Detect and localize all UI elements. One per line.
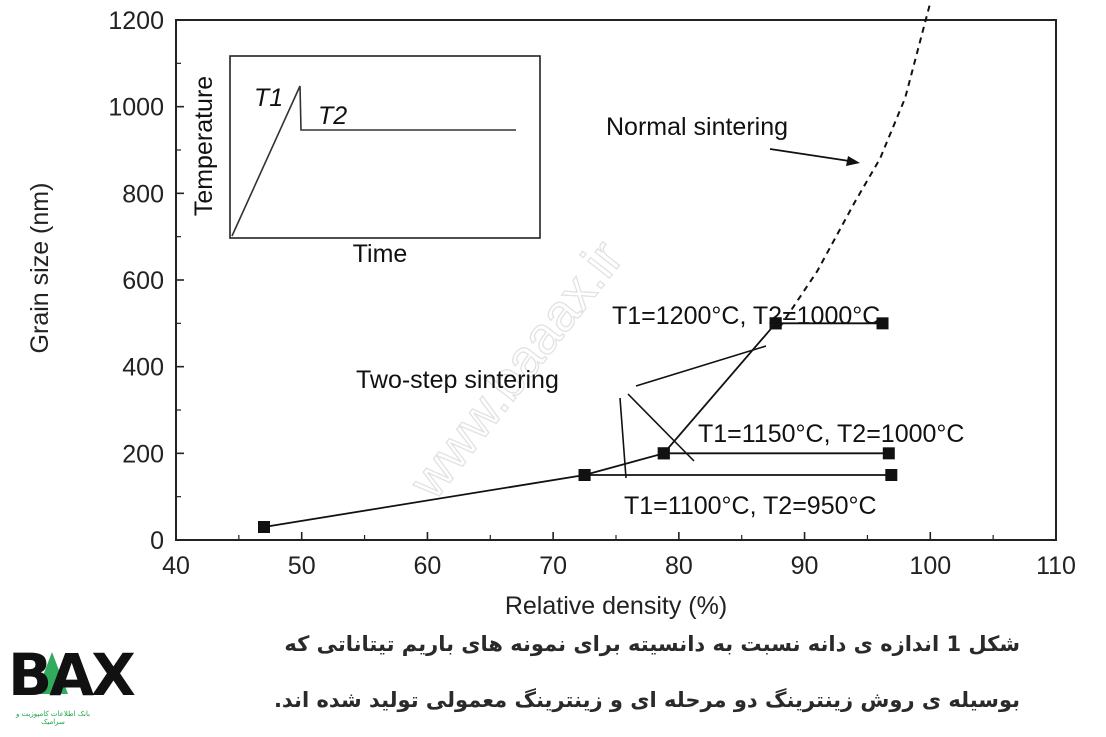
x-tick-label: 60 [414, 552, 442, 580]
data-point-marker [769, 317, 782, 330]
inset-temperature-profile: Time Temperature T1 T2 [190, 55, 541, 268]
y-tick-label: 600 [122, 267, 164, 295]
annotation-t1-1200: T1=1200°C, T2=1000°C [612, 302, 880, 330]
x-tick-label: 80 [665, 552, 693, 580]
normal-sintering-curve [778, 2, 932, 329]
annotation-two-step: Two-step sintering [356, 366, 559, 394]
y-tick-label: 400 [122, 354, 164, 382]
x-tick-label: 40 [162, 552, 190, 580]
x-tick-label: 50 [288, 552, 316, 580]
bax-logo: BAX بانک اطلاعات کامپوزیت و سرامیک [4, 644, 136, 728]
x-tick-label: 70 [539, 552, 567, 580]
logo-triangle-icon [36, 652, 68, 694]
x-tick-label: 90 [791, 552, 819, 580]
y-tick-label: 1000 [108, 94, 164, 122]
inset-t2-label: T2 [318, 102, 347, 130]
annotation-t1-1150: T1=1150°C, T2=1000°C [698, 420, 964, 448]
data-point-marker [258, 521, 270, 533]
data-point-marker [876, 317, 889, 330]
annotation-t1-1100: T1=1100°C, T2=950°C [624, 492, 877, 520]
caption-line-2: بوسیله ی روش زینترینگ دو مرحله ای و زینت… [273, 688, 1020, 712]
inset-x-label: Time [353, 240, 408, 268]
logo-text: BAX [8, 641, 136, 709]
y-tick-label: 1200 [108, 7, 164, 35]
x-tick-label: 110 [1036, 552, 1076, 580]
annotation-normal-sintering: Normal sintering [606, 113, 788, 141]
y-tick-label: 200 [122, 440, 164, 468]
y-tick-label: 0 [150, 527, 164, 555]
y-axis-ticks: 0 200 400 600 800 1000 1200 [108, 7, 184, 555]
data-point-marker [578, 469, 591, 481]
inset-y-label: Temperature [190, 76, 218, 216]
two-step-pointer-lines [619, 345, 767, 479]
inset-profile-line [231, 85, 516, 237]
y-tick-label: 800 [122, 180, 164, 208]
x-axis-label: Relative density (%) [505, 592, 727, 620]
x-tick-label: 100 [909, 552, 951, 580]
data-point-marker [885, 469, 898, 481]
data-point-marker [882, 447, 895, 460]
caption-line-1: شکل 1 اندازه ی دانه نسبت به دانسیته برای… [284, 632, 1020, 656]
arrowhead-normal-sintering [846, 156, 860, 166]
data-point-marker [657, 447, 670, 460]
arrow-normal-sintering [769, 148, 857, 163]
x-axis-ticks: 40 50 60 70 80 90 100 110 [162, 532, 1076, 580]
y-axis-label: Grain size (nm) [26, 183, 54, 354]
inset-frame [229, 55, 541, 239]
logo-subtitle: بانک اطلاعات کامپوزیت و سرامیک [15, 710, 91, 726]
inset-t1-label: T1 [254, 84, 283, 112]
